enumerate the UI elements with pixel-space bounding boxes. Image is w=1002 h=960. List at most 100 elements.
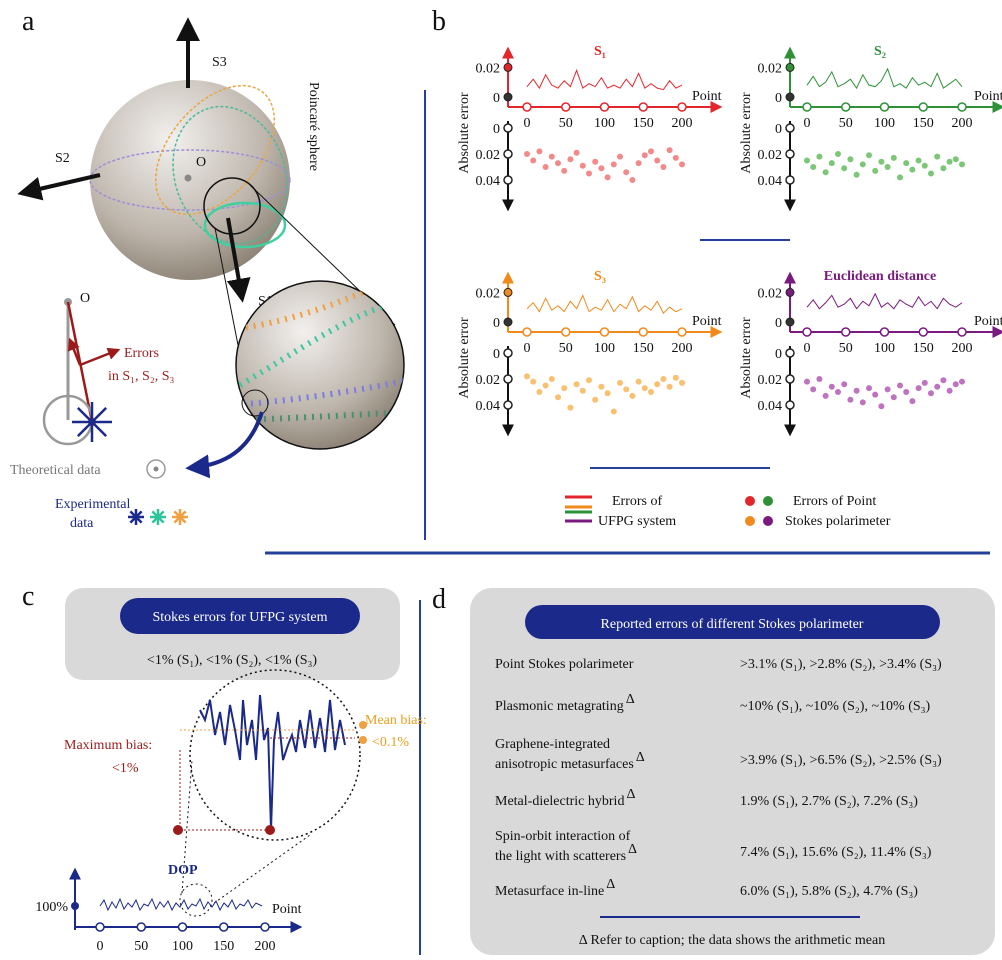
error-point bbox=[841, 381, 848, 388]
zoom-source bbox=[179, 883, 213, 917]
error-point bbox=[604, 390, 611, 397]
error-point bbox=[610, 161, 617, 168]
dop-zoom-trace bbox=[199, 694, 346, 831]
error-point bbox=[672, 374, 679, 381]
error-point bbox=[666, 383, 673, 390]
error-point bbox=[530, 157, 537, 164]
legend-label: Errors of bbox=[612, 494, 662, 509]
x-tick-label: 200 bbox=[952, 116, 973, 131]
error-point bbox=[946, 387, 953, 394]
y2-tick-label: 0 bbox=[775, 122, 782, 137]
y2-tick bbox=[785, 123, 795, 133]
asterisk-stroke bbox=[76, 406, 108, 438]
box-text: <1% (S₁), <1% (S₂), <1% (S₃) bbox=[147, 653, 317, 668]
axis-arrow bbox=[17, 173, 101, 201]
x-tick bbox=[561, 102, 571, 112]
x-tick bbox=[841, 327, 851, 337]
error-point bbox=[648, 389, 654, 395]
error-point bbox=[679, 379, 685, 386]
error-point bbox=[573, 149, 580, 156]
x-tick-label: 0 bbox=[524, 341, 531, 356]
x-axis-label: Point bbox=[974, 89, 1002, 104]
y-tick bbox=[785, 92, 795, 102]
zoom-line bbox=[181, 759, 193, 894]
error-point bbox=[598, 383, 605, 390]
y-tick-label: 0 bbox=[775, 91, 782, 106]
x-tick-label: 100 bbox=[594, 341, 615, 356]
error-point bbox=[629, 392, 636, 399]
chart-title: S₂ bbox=[874, 44, 886, 59]
legend-label: UFPG system bbox=[598, 514, 676, 529]
y-tick bbox=[785, 62, 795, 72]
error-point bbox=[635, 378, 642, 385]
x-tick-label: 50 bbox=[839, 116, 853, 131]
error-point bbox=[555, 160, 561, 167]
y2-tick bbox=[503, 175, 513, 185]
legend-label: Errors of Point bbox=[793, 494, 876, 509]
chart-title: S₃ bbox=[594, 269, 606, 284]
max-bias: <1% bbox=[112, 761, 139, 776]
row-name: anisotropic metasurfaces bbox=[495, 757, 634, 772]
zoom-source bbox=[203, 177, 261, 235]
bias-dot bbox=[359, 721, 367, 729]
x-tick-label: 50 bbox=[559, 116, 573, 131]
error-point bbox=[866, 152, 872, 159]
errors-label: in S₁, S₂, S₃ bbox=[108, 369, 175, 384]
error-point bbox=[952, 381, 959, 388]
error-point bbox=[859, 161, 866, 168]
x-tick bbox=[841, 102, 851, 112]
y2-tick-label: 0 bbox=[493, 122, 500, 137]
row-name: the light with scatterers bbox=[495, 849, 626, 864]
y-tick-label: 0 bbox=[775, 316, 782, 331]
x-tick bbox=[638, 102, 648, 112]
x-tick-label: 50 bbox=[134, 939, 148, 954]
error-point bbox=[872, 391, 879, 398]
x-tick-label: 0 bbox=[804, 341, 811, 356]
x-axis-label: Point bbox=[974, 314, 1002, 329]
row-value: >3.9% (S₁), >6.5% (S₂), >2.5% (S₃) bbox=[740, 753, 942, 768]
axis-label: S3 bbox=[212, 55, 227, 70]
error-point bbox=[853, 171, 860, 178]
error-point bbox=[810, 386, 817, 393]
row-note: Δ bbox=[626, 787, 635, 802]
error-point bbox=[928, 170, 934, 177]
trace bbox=[236, 281, 404, 333]
x-tick-label: 100 bbox=[874, 341, 895, 356]
y-tick-label: 0.02 bbox=[758, 286, 783, 301]
x-tick-label: 150 bbox=[913, 341, 934, 356]
x-tick bbox=[879, 327, 890, 337]
x-tick-label: 100 bbox=[874, 116, 895, 131]
axis-arrow bbox=[226, 217, 251, 303]
chart-title: Euclidean distance bbox=[824, 269, 936, 284]
row-note: Δ bbox=[606, 877, 615, 892]
origin-label: O bbox=[196, 155, 206, 170]
x-tick-label: 50 bbox=[559, 341, 573, 356]
row-name: Spin-orbit interaction of bbox=[495, 829, 631, 844]
sphere-label: Poincaré sphere bbox=[306, 82, 321, 171]
error-point bbox=[542, 382, 549, 389]
error-point bbox=[617, 379, 623, 386]
x-tick bbox=[802, 102, 812, 112]
error-point bbox=[623, 386, 630, 393]
error-point bbox=[592, 158, 599, 165]
error-point bbox=[952, 156, 959, 163]
error-point bbox=[816, 376, 823, 382]
y2-tick bbox=[785, 175, 795, 185]
error-point bbox=[897, 382, 903, 389]
error-point bbox=[847, 396, 854, 403]
error-point bbox=[915, 385, 922, 392]
error-arrow bbox=[79, 347, 121, 367]
error-point bbox=[648, 148, 654, 155]
error-point bbox=[641, 385, 648, 392]
mean-bias: Mean bias: bbox=[365, 713, 427, 728]
y-axis-label: Absolute error bbox=[739, 317, 754, 399]
y-tick bbox=[503, 62, 513, 72]
error-point bbox=[853, 387, 860, 394]
error-point bbox=[847, 156, 854, 163]
error-point bbox=[641, 152, 648, 159]
error-point bbox=[536, 148, 543, 155]
legend-label: Experimental bbox=[55, 497, 131, 512]
y-tick-label: 0 bbox=[493, 316, 500, 331]
x-tick-label: 200 bbox=[672, 116, 693, 131]
